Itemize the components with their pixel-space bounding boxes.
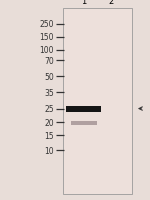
Text: 70: 70: [44, 57, 54, 65]
Text: 50: 50: [44, 73, 54, 81]
Text: 1: 1: [81, 0, 86, 6]
Bar: [71, 121, 97, 125]
Text: 20: 20: [44, 118, 54, 127]
Bar: [66, 106, 101, 112]
Text: 2: 2: [109, 0, 114, 6]
Text: 150: 150: [39, 33, 54, 42]
Text: 10: 10: [44, 146, 54, 155]
Text: 35: 35: [44, 89, 54, 97]
Text: 15: 15: [44, 131, 54, 140]
Text: 250: 250: [39, 20, 54, 29]
Text: 100: 100: [39, 46, 54, 55]
Text: 25: 25: [44, 105, 54, 113]
Bar: [63, 9, 132, 194]
